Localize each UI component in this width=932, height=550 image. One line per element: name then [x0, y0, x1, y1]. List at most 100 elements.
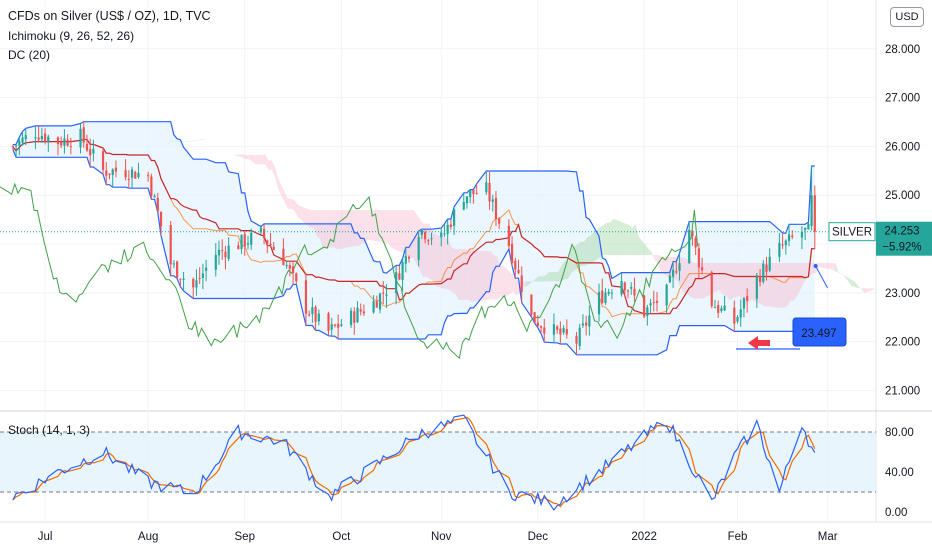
candle-body [427, 240, 430, 242]
candle-body [349, 310, 353, 326]
kumo-cloud [355, 210, 359, 247]
candle-body [250, 232, 253, 245]
candle-body [755, 275, 758, 299]
candle-body [21, 137, 24, 143]
ichimoku-legend[interactable]: Ichimoku (9, 26, 52, 26) [8, 29, 135, 43]
candle-body [240, 234, 243, 250]
last-price-label: 24.253 [884, 226, 919, 238]
candle-body [198, 278, 201, 280]
candle-body [205, 267, 208, 271]
kumo-cloud [226, 153, 230, 155]
kumo-cloud [271, 160, 276, 177]
kumo-cloud [300, 206, 311, 228]
candle-body [446, 224, 449, 234]
kumo-cloud [468, 249, 472, 302]
candle-body [330, 324, 333, 330]
kumo-cloud [291, 198, 295, 211]
candle-body [768, 256, 771, 271]
kumo-cloud [294, 200, 298, 217]
kumo-cloud [255, 154, 266, 165]
candle-body [514, 260, 517, 270]
candle-body [11, 146, 14, 148]
candle-body [282, 248, 285, 266]
kumo-cloud [655, 255, 659, 265]
x-tick-label: Aug [138, 531, 158, 543]
candle-body [378, 293, 382, 310]
kumo-cloud [265, 154, 269, 170]
candle-body [678, 263, 681, 271]
candle-body [520, 275, 523, 293]
kumo-cloud [429, 223, 433, 281]
kumo-cloud [275, 167, 279, 189]
stoch-legend[interactable]: Stoch (14, 1, 3) [8, 423, 91, 437]
kumo-cloud [513, 275, 517, 296]
candle-body [420, 230, 423, 235]
y-tick-label: 28.000 [885, 44, 920, 56]
stoch-tick-label: 40.00 [885, 467, 914, 479]
candle-body [626, 290, 630, 292]
candle-body [746, 296, 749, 301]
candle-body [784, 240, 787, 246]
kumo-cloud [793, 262, 797, 301]
kumo-cloud [851, 280, 855, 288]
kumo-cloud [771, 262, 775, 308]
kumo-cloud [658, 255, 662, 273]
candle-body [510, 243, 514, 263]
candle-body [362, 311, 366, 314]
candle-body [382, 292, 385, 294]
candle-body [359, 309, 362, 312]
candle-body [56, 137, 60, 145]
kumo-cloud [249, 154, 253, 162]
candle-body [417, 236, 420, 260]
currency-button[interactable]: USD [890, 7, 924, 27]
kumo-cloud [387, 210, 391, 248]
stoch-tick-label: 80.00 [885, 427, 914, 439]
kumo-cloud [841, 272, 852, 287]
candle-body [810, 195, 813, 227]
candle-body [713, 307, 717, 309]
y-tick-label: 21.000 [885, 385, 920, 397]
candle-body [311, 307, 314, 315]
candle-body [494, 197, 498, 220]
kumo-cloud [703, 262, 707, 299]
candle-body [543, 327, 546, 334]
candle-body [807, 223, 810, 230]
candle-body [717, 304, 720, 313]
candle-body [89, 149, 92, 156]
donchian-legend[interactable]: DC (20) [8, 48, 51, 62]
candle-body [60, 142, 63, 146]
chart-title[interactable]: CFDs on Silver (US$ / OZ), 1D, TVC [8, 9, 211, 23]
candle-body [153, 195, 156, 198]
candle-body [813, 195, 816, 232]
kumo-cloud [503, 265, 514, 299]
kumo-cloud [648, 248, 652, 256]
chikou-line [0, 182, 699, 360]
kumo-cloud [542, 275, 546, 282]
candle-body [15, 145, 18, 147]
candle-body [488, 182, 491, 202]
kumo-cloud [568, 248, 572, 280]
symbol-tag: SILVER [832, 227, 872, 239]
candle-body [675, 271, 678, 273]
candle-body [565, 329, 568, 335]
kumo-cloud [188, 139, 198, 142]
kumo-cloud [693, 262, 697, 299]
candle-body [597, 292, 601, 315]
candle-body [668, 275, 671, 283]
kumo-cloud [381, 210, 385, 245]
donchian-lower [12, 149, 815, 356]
kumo-cloud [407, 210, 411, 258]
kumo-cloud [864, 288, 875, 294]
candle-body [465, 196, 469, 204]
kumo-cloud [345, 210, 356, 248]
kumo-cloud [584, 237, 588, 266]
kumo-cloud [603, 222, 607, 256]
candle-body [604, 292, 607, 304]
kumo-cloud [857, 285, 862, 289]
y-tick-label: 27.000 [885, 93, 920, 105]
candle-body [262, 228, 266, 239]
donchian-fill [12, 121, 815, 355]
kumo-cloud [323, 210, 334, 250]
candle-body [765, 264, 768, 272]
